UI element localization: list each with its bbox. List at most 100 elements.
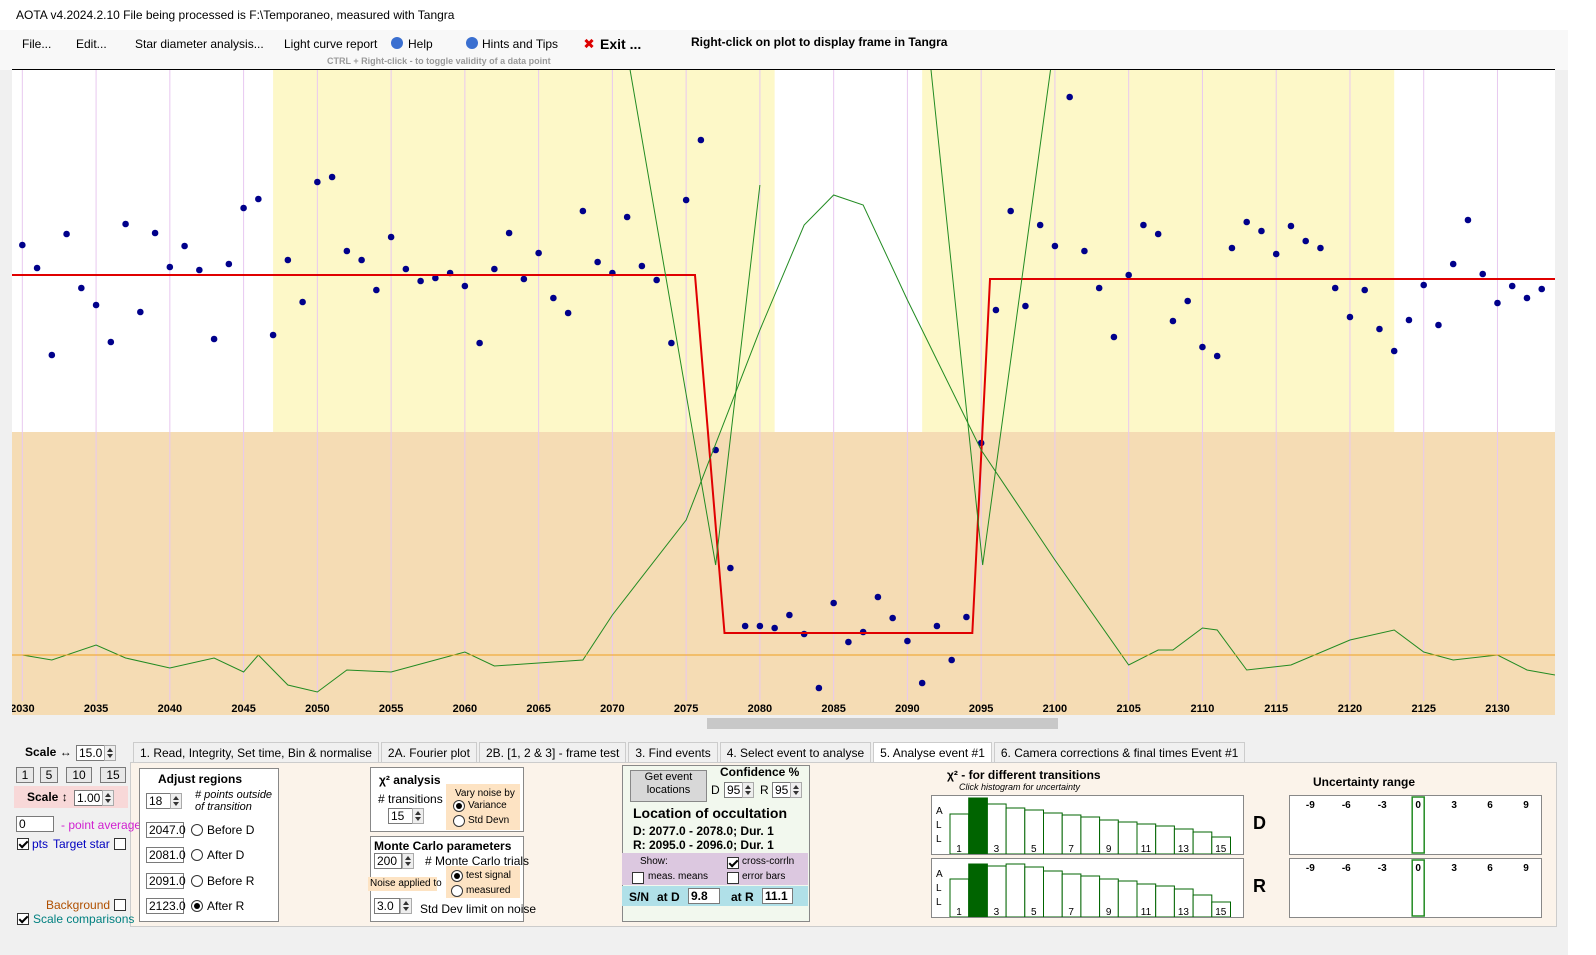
data-point — [1125, 271, 1132, 279]
tab[interactable]: 3. Find events — [628, 742, 718, 764]
spinner[interactable] — [790, 782, 802, 798]
spinner[interactable] — [400, 898, 412, 914]
region-input[interactable]: 2081.0 — [146, 847, 186, 864]
histogram-bar — [1211, 836, 1231, 854]
data-point — [1376, 325, 1383, 333]
bar-label: 11 — [1141, 844, 1152, 855]
region-label: After D — [207, 848, 245, 863]
scale-button[interactable]: 5 — [40, 767, 58, 783]
spinner[interactable] — [104, 745, 116, 761]
spinner[interactable] — [742, 782, 754, 798]
menu-edit[interactable]: Edit... — [76, 37, 107, 51]
side-label: A — [936, 869, 943, 880]
menu-star-diameter[interactable]: Star diameter analysis... — [135, 37, 264, 51]
uncertainty-tick: -6 — [1342, 800, 1351, 811]
uncertainty-tick: -9 — [1306, 863, 1315, 874]
region-radio[interactable] — [191, 874, 203, 887]
menu-help[interactable]: Help — [408, 37, 433, 51]
tab[interactable]: 2B. [1, 2 & 3] - frame test — [478, 742, 627, 764]
spinner[interactable] — [412, 808, 424, 824]
menu-light-curve[interactable]: Light curve report — [284, 37, 378, 51]
light-curve-plot[interactable]: 2030 2035 2040 2045 2050 2055 2060 2065 2070 2075… — [12, 70, 1555, 715]
histogram-bar — [1117, 821, 1138, 854]
region-radio[interactable] — [191, 824, 203, 836]
scale-button[interactable]: 10 — [66, 767, 92, 783]
region-input[interactable]: 2091.0 — [146, 872, 186, 889]
scale-button[interactable]: 15 — [100, 767, 126, 783]
points-input[interactable]: 18 — [146, 793, 172, 809]
data-point — [830, 599, 837, 607]
data-point — [550, 294, 557, 302]
limit-input[interactable]: 3.0 — [374, 898, 400, 914]
tab[interactable]: 4. Select event to analyse — [719, 742, 872, 764]
test-label: test signal — [466, 870, 512, 881]
background-checkbox[interactable] — [114, 899, 126, 911]
tab[interactable]: 5. Analyse event #1 — [873, 742, 992, 764]
uncertainty-tick: -3 — [1378, 800, 1387, 811]
target-checkbox[interactable] — [114, 838, 126, 850]
average-dropdown[interactable]: 0 — [16, 816, 54, 832]
data-point — [343, 247, 351, 255]
d-confidence[interactable]: 95 — [724, 782, 744, 798]
menu-hints[interactable]: Hints and Tips — [482, 37, 559, 51]
analysis-region — [922, 70, 1395, 432]
get-event-button[interactable]: Get event locations — [630, 770, 707, 802]
tab[interactable]: 2A. Fourier plot — [380, 742, 477, 764]
scrollbar-thumb[interactable] — [707, 718, 1058, 729]
data-point — [668, 339, 675, 347]
menu-file[interactable]: File... — [22, 37, 52, 51]
measured-radio[interactable] — [451, 885, 463, 897]
bar-label: 1 — [956, 844, 962, 855]
spinner[interactable] — [402, 853, 414, 869]
std-radio[interactable] — [453, 815, 465, 827]
tab[interactable]: 1. Read, Integrity, Set time, Bin & norm… — [133, 742, 379, 764]
menu-exit[interactable]: Exit ... — [600, 36, 642, 52]
spinner[interactable] — [102, 790, 114, 806]
data-point — [1479, 270, 1487, 278]
trials-input[interactable]: 200 — [374, 853, 402, 869]
histogram-bar — [1192, 831, 1213, 854]
histogram-bar — [1080, 875, 1101, 917]
x-tick-label: 2095 — [969, 703, 993, 715]
test-radio[interactable] — [451, 870, 463, 882]
scale-v-input[interactable]: 1.00 — [74, 790, 104, 806]
data-point — [948, 656, 955, 664]
uncertainty-tick: -6 — [1342, 863, 1351, 874]
limit-label: Std Dev limit on noise — [420, 902, 537, 916]
x-tick-label: 2060 — [453, 703, 477, 715]
error-checkbox[interactable] — [727, 872, 739, 884]
comparisons-checkbox[interactable] — [17, 913, 29, 925]
region-input[interactable]: 2047.0 — [146, 822, 186, 838]
cross-checkbox[interactable] — [727, 857, 739, 869]
r-confidence[interactable]: 95 — [772, 782, 792, 798]
data-point — [240, 204, 247, 212]
region-radio[interactable] — [191, 849, 203, 862]
region-radio[interactable] — [191, 899, 203, 912]
x-tick-label: 2040 — [158, 703, 182, 715]
data-point — [417, 277, 424, 285]
scale-button[interactable]: 1 — [16, 767, 34, 783]
histogram-subtitle: Click histogram for uncertainty — [959, 782, 1081, 792]
data-point — [933, 622, 941, 630]
bar-label: 15 — [1215, 907, 1227, 918]
transitions-input[interactable]: 15 — [388, 808, 414, 824]
tab[interactable]: 6. Camera corrections & final times Even… — [993, 742, 1246, 764]
data-point — [1302, 237, 1310, 245]
x-tick-label: 2030 — [12, 703, 35, 715]
curve — [12, 274, 1555, 634]
data-point — [48, 351, 56, 359]
pts-checkbox[interactable] — [17, 838, 29, 850]
data-point — [1066, 93, 1073, 101]
scale-h-input[interactable]: 15.0 — [76, 745, 106, 761]
data-point — [815, 684, 823, 692]
means-checkbox[interactable] — [632, 872, 644, 884]
variance-label: Variance — [468, 800, 507, 811]
variance-radio[interactable] — [453, 800, 465, 812]
spinner[interactable] — [170, 793, 182, 809]
lower-band — [12, 432, 1555, 715]
chi2-title: χ² analysis — [379, 773, 441, 787]
data-point — [1154, 230, 1162, 238]
region-input[interactable]: 2123.0 — [146, 897, 186, 914]
